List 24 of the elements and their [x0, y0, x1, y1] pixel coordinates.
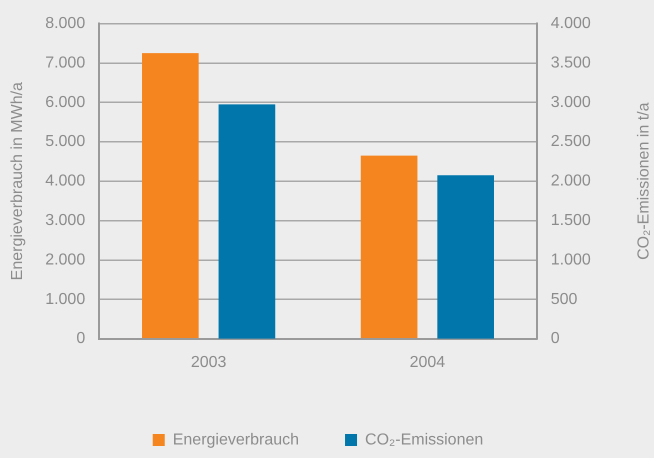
y-tick-label: 8.000 — [45, 15, 86, 32]
y-tick-label: 0 — [76, 330, 86, 348]
y2-tick-label: 3.000 — [550, 94, 591, 111]
legend-label: Energieverbrauch — [172, 431, 300, 448]
y2-tick-label: 2.500 — [550, 133, 591, 150]
y2-tick-label: 3.500 — [550, 54, 591, 72]
y-tick-label: 4.000 — [45, 172, 86, 190]
y-tick-label: 7.000 — [45, 54, 86, 72]
y-tick-label: 1.000 — [45, 290, 86, 308]
y2-tick-label: 1.000 — [550, 251, 591, 268]
y2-tick-label: 2.000 — [550, 172, 591, 190]
legend-label: CO₂-Emissionen — [365, 431, 484, 448]
y-tick-label: 2.000 — [45, 251, 86, 268]
y2-tick-label: 500 — [550, 290, 578, 308]
y2-axis-title: CO₂-Emissionen in t/a — [635, 102, 652, 260]
y2-tick-label: 4.000 — [550, 15, 591, 32]
y-tick-label: 3.000 — [45, 212, 86, 230]
y-axis-title: Energieverbrauch in MWh/a — [9, 82, 26, 280]
y2-tick-label: 1.500 — [550, 212, 591, 230]
y-tick-label: 5.000 — [45, 133, 86, 150]
y2-tick-label: 0 — [550, 330, 560, 348]
x-tick-label: 2004 — [410, 354, 446, 371]
y-tick-label: 6.000 — [45, 94, 86, 111]
x-tick-label: 2003 — [190, 354, 227, 371]
